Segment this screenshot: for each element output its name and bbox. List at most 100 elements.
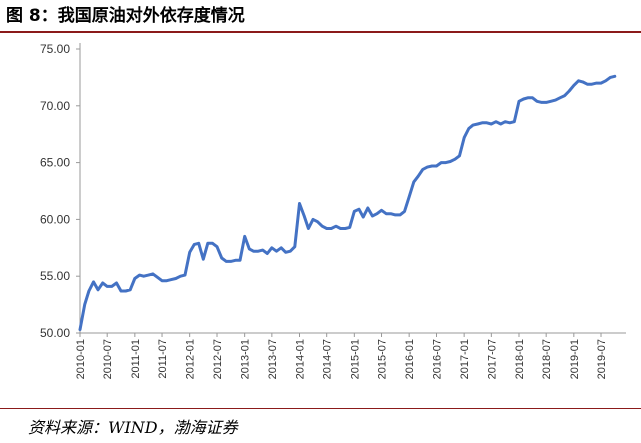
data-point — [435, 164, 438, 168]
data-point — [151, 272, 155, 276]
x-tick-label: 2013-01 — [240, 339, 252, 379]
data-point — [417, 175, 420, 178]
data-point — [604, 79, 607, 83]
data-point — [289, 250, 292, 253]
data-point — [330, 227, 333, 230]
data-point — [293, 245, 296, 248]
data-point — [83, 303, 86, 306]
data-point — [558, 96, 562, 100]
data-point — [380, 209, 383, 212]
data-point — [563, 94, 566, 97]
data-point — [156, 276, 159, 279]
data-point — [170, 278, 173, 281]
data-point — [147, 273, 150, 277]
x-tick-label: 2016-07 — [432, 339, 444, 379]
data-point — [545, 101, 548, 104]
x-tick-label: 2012-01 — [185, 339, 197, 379]
data-point — [316, 220, 319, 223]
data-point — [211, 242, 214, 245]
data-point — [577, 79, 580, 83]
x-tick-label: 2016-01 — [404, 339, 416, 379]
x-tick-label: 2015-01 — [349, 339, 361, 379]
data-point — [243, 235, 246, 238]
data-point — [92, 280, 95, 284]
data-point — [124, 289, 127, 293]
data-point — [453, 158, 457, 161]
data-point — [96, 288, 100, 291]
data-point — [389, 212, 392, 215]
data-point — [499, 122, 502, 126]
data-point — [202, 258, 205, 261]
data-point — [325, 227, 328, 230]
data-point — [234, 259, 237, 262]
x-tick-label: 2017-07 — [486, 339, 498, 379]
data-point — [197, 242, 200, 245]
data-point — [398, 213, 402, 217]
data-point — [535, 100, 539, 103]
data-point — [193, 243, 196, 246]
chart-axes — [79, 43, 626, 334]
data-point — [133, 277, 136, 280]
x-tick-label: 2014-07 — [322, 339, 334, 379]
data-point — [549, 100, 552, 103]
data-point — [87, 289, 91, 293]
data-point — [275, 250, 278, 253]
data-point — [440, 161, 443, 164]
series-line-0 — [78, 74, 617, 332]
data-point — [430, 164, 434, 168]
data-point — [261, 248, 264, 252]
data-point — [101, 281, 104, 285]
data-point — [215, 245, 219, 248]
data-point — [220, 256, 223, 260]
data-point — [206, 242, 209, 245]
data-point — [298, 202, 301, 205]
data-point — [307, 227, 310, 230]
data-point — [110, 285, 114, 288]
data-point — [490, 122, 493, 126]
y-tick-label: 55.00 — [40, 269, 70, 283]
y-tick-label: 70.00 — [40, 99, 70, 113]
data-point — [412, 180, 415, 184]
data-point — [334, 225, 338, 228]
data-point — [339, 227, 342, 230]
figure-title: 图 8：我国原油对外依存度情况 — [6, 6, 245, 26]
data-point — [444, 161, 447, 164]
x-tick-label: 2014-01 — [294, 339, 306, 379]
data-point — [106, 285, 109, 288]
data-point — [142, 275, 145, 278]
data-point — [609, 76, 612, 79]
y-tick-label: 65.00 — [40, 156, 70, 170]
data-point — [257, 250, 260, 253]
data-point — [248, 247, 251, 251]
x-tick-label: 2010-07 — [102, 339, 114, 379]
data-point — [599, 81, 603, 85]
data-point — [485, 121, 488, 125]
data-point — [188, 251, 191, 254]
data-point — [504, 120, 507, 123]
data-point — [613, 75, 616, 78]
data-point — [160, 279, 164, 282]
data-point — [238, 259, 242, 262]
data-point — [572, 84, 575, 87]
data-point — [270, 246, 273, 249]
x-tick-label: 2017-01 — [459, 339, 471, 379]
data-point — [357, 208, 361, 211]
data-point — [375, 212, 379, 215]
x-tick-label: 2018-01 — [514, 339, 526, 379]
data-point — [476, 122, 479, 126]
data-point — [280, 246, 283, 249]
x-tick-label: 2019-07 — [596, 339, 608, 379]
data-point — [252, 250, 255, 253]
data-point — [595, 81, 598, 85]
data-point — [394, 213, 397, 217]
data-point — [78, 328, 82, 331]
data-point — [119, 289, 123, 293]
data-point — [494, 120, 498, 123]
data-point — [138, 273, 141, 277]
data-point — [344, 227, 347, 230]
data-point — [225, 260, 228, 263]
x-tick-label: 2015-07 — [377, 339, 389, 379]
data-point — [321, 225, 324, 228]
x-tick-label: 2013-07 — [267, 339, 279, 379]
data-point — [362, 215, 365, 219]
